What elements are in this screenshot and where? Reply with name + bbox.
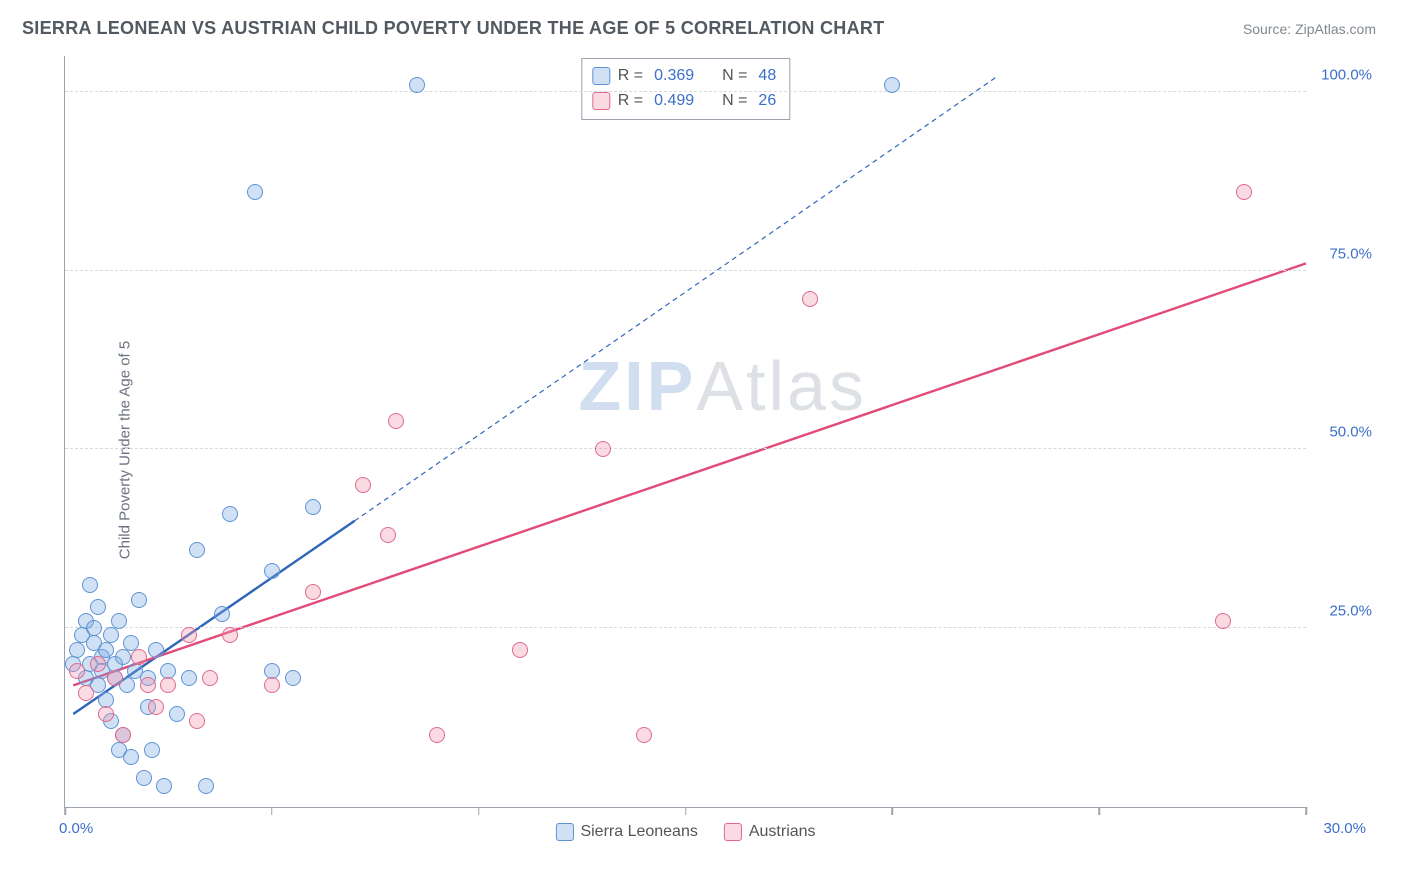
- n-value-series2: 26: [758, 89, 776, 114]
- data-point: [1236, 184, 1252, 200]
- r-label: R =: [618, 89, 643, 114]
- data-point: [148, 699, 164, 715]
- data-point: [380, 527, 396, 543]
- y-tick-label: 50.0%: [1312, 424, 1372, 441]
- gridline-h: [65, 270, 1306, 271]
- data-point: [148, 642, 164, 658]
- x-tick-mark: [64, 807, 66, 815]
- data-point: [144, 742, 160, 758]
- data-point: [86, 620, 102, 636]
- gridline-h: [65, 627, 1306, 628]
- chart-header: SIERRA LEONEAN VS AUSTRIAN CHILD POVERTY…: [0, 0, 1406, 47]
- x-tick-mark: [1305, 807, 1307, 815]
- data-point: [264, 563, 280, 579]
- data-point: [131, 592, 147, 608]
- legend-label-series2: Austrians: [749, 823, 816, 841]
- data-point: [1215, 613, 1231, 629]
- data-point: [82, 577, 98, 593]
- data-point: [355, 477, 371, 493]
- data-point: [136, 770, 152, 786]
- watermark-atlas: Atlas: [696, 347, 867, 425]
- watermark-zip: ZIP: [578, 347, 696, 425]
- data-point: [90, 656, 106, 672]
- x-tick-label: 30.0%: [1323, 820, 1366, 837]
- data-point: [202, 670, 218, 686]
- data-point: [131, 649, 147, 665]
- n-label: N =: [722, 89, 747, 114]
- data-point: [512, 642, 528, 658]
- x-tick-mark: [271, 807, 273, 815]
- data-point: [198, 778, 214, 794]
- stats-legend: R = 0.369 N = 48 R = 0.499 N = 26: [581, 58, 790, 120]
- data-point: [264, 677, 280, 693]
- swatch-series2: [592, 92, 610, 110]
- data-point: [90, 599, 106, 615]
- plot-area: ZIPAtlas R = 0.369 N = 48 R = 0.499 N = …: [64, 56, 1306, 808]
- data-point: [115, 727, 131, 743]
- data-point: [222, 506, 238, 522]
- data-point: [409, 77, 425, 93]
- n-label: N =: [722, 64, 747, 89]
- chart-container: Child Poverty Under the Age of 5 ZIPAtla…: [22, 48, 1376, 852]
- data-point: [285, 670, 301, 686]
- r-label: R =: [618, 64, 643, 89]
- data-point: [222, 627, 238, 643]
- data-point: [181, 670, 197, 686]
- gridline-h: [65, 91, 1306, 92]
- data-point: [123, 749, 139, 765]
- data-point: [305, 499, 321, 515]
- data-point: [103, 627, 119, 643]
- y-tick-label: 25.0%: [1312, 603, 1372, 620]
- data-point: [429, 727, 445, 743]
- stats-row-series1: R = 0.369 N = 48: [592, 64, 779, 89]
- data-point: [214, 606, 230, 622]
- y-tick-label: 75.0%: [1312, 245, 1372, 262]
- series-legend: Sierra Leoneans Austrians: [555, 823, 815, 841]
- data-point: [111, 613, 127, 629]
- data-point: [189, 542, 205, 558]
- r-value-series1: 0.369: [654, 64, 694, 89]
- data-point: [181, 627, 197, 643]
- y-tick-label: 100.0%: [1312, 66, 1372, 83]
- x-tick-mark: [1098, 807, 1100, 815]
- x-tick-mark: [685, 807, 687, 815]
- data-point: [247, 184, 263, 200]
- data-point: [115, 649, 131, 665]
- data-point: [305, 584, 321, 600]
- data-point: [140, 677, 156, 693]
- x-tick-label: 0.0%: [59, 820, 93, 837]
- swatch-series1: [555, 823, 573, 841]
- data-point: [69, 663, 85, 679]
- legend-item-series2: Austrians: [724, 823, 816, 841]
- data-point: [189, 713, 205, 729]
- data-point: [107, 670, 123, 686]
- watermark: ZIPAtlas: [578, 346, 867, 426]
- stats-row-series2: R = 0.499 N = 26: [592, 89, 779, 114]
- data-point: [69, 642, 85, 658]
- data-point: [802, 291, 818, 307]
- legend-item-series1: Sierra Leoneans: [555, 823, 697, 841]
- source-attribution: Source: ZipAtlas.com: [1243, 21, 1376, 37]
- data-point: [160, 677, 176, 693]
- swatch-series2: [724, 823, 742, 841]
- data-point: [156, 778, 172, 794]
- data-point: [98, 706, 114, 722]
- data-point: [388, 413, 404, 429]
- data-point: [884, 77, 900, 93]
- x-tick-mark: [892, 807, 894, 815]
- r-value-series2: 0.499: [654, 89, 694, 114]
- swatch-series1: [592, 67, 610, 85]
- data-point: [636, 727, 652, 743]
- n-value-series1: 48: [758, 64, 776, 89]
- x-tick-mark: [478, 807, 480, 815]
- chart-title: SIERRA LEONEAN VS AUSTRIAN CHILD POVERTY…: [22, 18, 884, 39]
- gridline-h: [65, 448, 1306, 449]
- data-point: [169, 706, 185, 722]
- data-point: [78, 685, 94, 701]
- data-point: [595, 441, 611, 457]
- trend-lines-layer: [65, 56, 1306, 807]
- legend-label-series1: Sierra Leoneans: [580, 823, 697, 841]
